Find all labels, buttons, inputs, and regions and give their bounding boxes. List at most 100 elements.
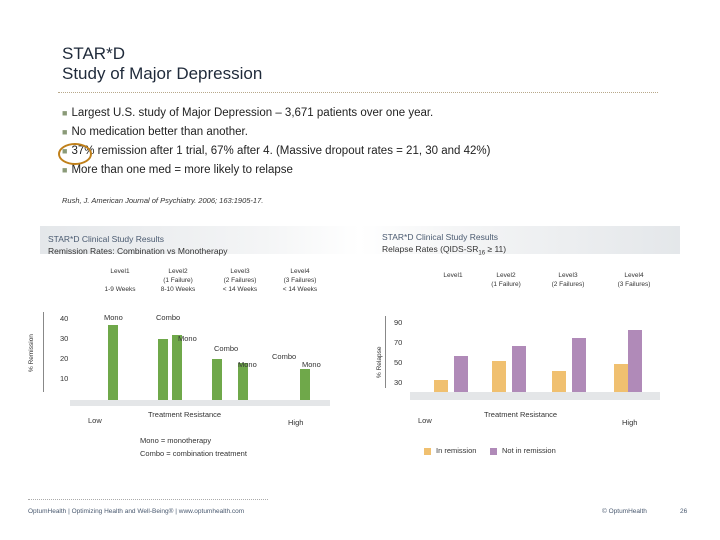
highlight-circle: [58, 143, 92, 165]
bar-mono: [238, 363, 248, 400]
right-y-axis-line: [385, 316, 386, 388]
bar-in-remission: [614, 364, 628, 392]
left-axis-low: Low: [88, 416, 102, 425]
legend-in-remission: In remission: [436, 446, 477, 455]
left-chart-floor: [70, 400, 330, 406]
left-note-mono: Mono = monotherapy: [140, 436, 212, 445]
bar-not-in-remission: [454, 356, 468, 392]
footer-divider: [28, 499, 268, 500]
bullet-text: More than one med = more likely to relap…: [71, 164, 293, 176]
right-ylabel: % Relapse: [376, 346, 383, 378]
bar-in-remission: [552, 371, 566, 392]
bullet-icon: ■: [62, 108, 68, 118]
bar-not-in-remission: [572, 338, 586, 392]
level-detail: (2 Failures): [551, 281, 585, 288]
right-panel-header-bar: [360, 226, 680, 254]
level-name: Level2: [496, 272, 516, 279]
right-axis-low: Low: [418, 416, 432, 425]
bar-label-mono4: Mono: [302, 360, 321, 369]
level-detail: (3 Failures): [617, 281, 651, 288]
right-level-2: Level2 (1 Failure): [478, 271, 534, 289]
bar-label-combo2: Combo: [214, 344, 239, 353]
bullet-icon: ■: [62, 127, 68, 137]
subtitle-subscript: 16: [478, 250, 486, 257]
left-axis-high: High: [288, 418, 304, 427]
bar-label-mono1: Mono: [104, 313, 123, 322]
bar-label-combo3: Combo: [272, 352, 297, 361]
bullet-item: ■ More than one med = more likely to rela…: [62, 163, 490, 178]
level-name: Level1: [443, 272, 463, 279]
bar-in-remission: [492, 361, 506, 392]
bar-mono: [108, 325, 118, 400]
title-divider: [58, 92, 658, 93]
footer-text: OptumHealth | Optimizing Health and Well…: [28, 508, 245, 515]
left-y-axis-line: [43, 312, 44, 392]
level-name: Level1: [110, 268, 130, 275]
level-weeks: 1-9 Weeks: [104, 286, 136, 293]
bar-combo: [172, 335, 182, 400]
level-name: Level4: [624, 272, 644, 279]
bar-mono: [300, 369, 310, 400]
level-detail: (1 Failure): [163, 277, 193, 284]
bullet-icon: ■: [62, 165, 68, 175]
subtitle-suffix: ≥ 11): [485, 244, 507, 254]
right-ytick: 30: [394, 378, 403, 387]
left-note-combo: Combo = combination treatment: [140, 449, 247, 458]
left-level-3: Level3 (2 Failures) < 14 Weeks: [208, 267, 272, 294]
bar-not-in-remission: [512, 346, 526, 392]
right-ytick: 50: [394, 358, 403, 367]
bar-combo: [212, 359, 222, 400]
left-ytick: 40: [60, 314, 69, 323]
level-weeks: 8-10 Weeks: [160, 286, 196, 293]
bullet-text: No medication better than another.: [71, 126, 248, 138]
right-ytick: 90: [394, 318, 403, 327]
level-detail: (1 Failure): [491, 281, 521, 288]
right-level-4: Level4 (3 Failures): [604, 271, 664, 289]
level-detail: (3 Failures): [283, 277, 317, 284]
citation: Rush, J. American Journal of Psychiatry.…: [62, 196, 264, 205]
footer-logo: © OptumHealth: [602, 508, 647, 515]
left-panel-header: STAR*D Clinical Study Results: [48, 234, 165, 244]
right-level-1: Level1: [430, 271, 476, 280]
bullet-item: ■ No medication better than another.: [62, 125, 490, 140]
page-number: 26: [680, 508, 688, 515]
left-ytick: 30: [60, 334, 69, 343]
left-level-1: Level1 1-9 Weeks: [90, 267, 150, 294]
level-name: Level3: [230, 268, 250, 275]
slide-title-line2: Study of Major Depression: [62, 64, 263, 83]
legend-not-in-remission: Not in remission: [502, 446, 556, 455]
left-axis-mid: Treatment Resistance: [148, 410, 222, 419]
left-panel-subtitle: Remission Rates: Combination vs Monother…: [48, 246, 228, 256]
bar-in-remission: [434, 380, 448, 392]
bar-mono: [158, 339, 168, 400]
level-weeks: < 14 Weeks: [222, 286, 258, 293]
legend-swatch-in: [424, 448, 431, 455]
right-ytick: 70: [394, 338, 403, 347]
level-name: Level4: [290, 268, 310, 275]
right-panel-header: STAR*D Clinical Study Results: [382, 232, 499, 242]
bar-label-combo1: Combo: [156, 313, 181, 322]
bullet-text: 37% remission after 1 trial, 67% after 4…: [71, 145, 491, 157]
right-chart-floor: [410, 392, 660, 400]
left-ytick: 10: [60, 374, 69, 383]
subtitle-prefix: Relapse Rates (QIDS-SR: [382, 244, 479, 254]
right-axis-mid: Treatment Resistance: [484, 410, 558, 419]
left-level-4: Level4 (3 Failures) < 14 Weeks: [268, 267, 332, 294]
level-name: Level2: [168, 268, 188, 275]
left-ytick: 20: [60, 354, 69, 363]
bullet-item: ■ Largest U.S. study of Major Depression …: [62, 106, 490, 121]
slide-title-line1: STAR*D: [62, 44, 125, 63]
level-weeks: < 14 Weeks: [282, 286, 318, 293]
left-panel-header-bar: [40, 226, 360, 254]
level-detail: (2 Failures): [223, 277, 257, 284]
bar-label-mono3: Mono: [238, 360, 257, 369]
right-panel-subtitle: Relapse Rates (QIDS-SR16 ≥ 11): [382, 244, 506, 257]
right-axis-high: High: [622, 418, 638, 427]
bar-not-in-remission: [628, 330, 642, 392]
level-name: Level3: [558, 272, 578, 279]
bullet-text: Largest U.S. study of Major Depression –…: [71, 107, 434, 119]
left-level-2: Level2 (1 Failure) 8-10 Weeks: [148, 267, 208, 294]
legend-swatch-not: [490, 448, 497, 455]
bullet-list: ■ Largest U.S. study of Major Depression …: [62, 106, 490, 178]
